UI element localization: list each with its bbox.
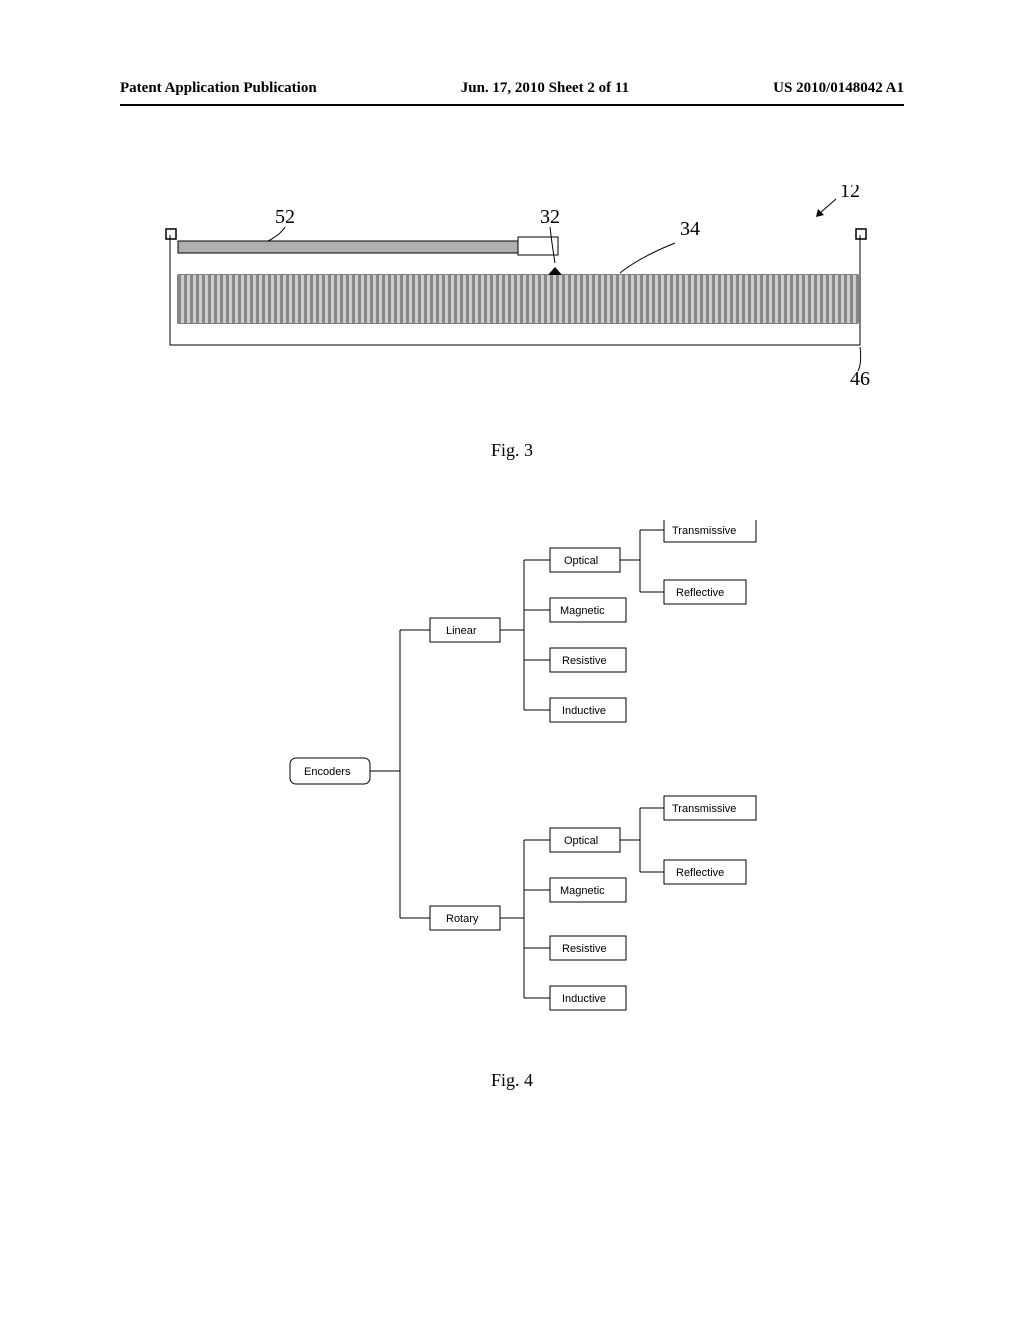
page-header: Patent Application Publication Jun. 17, … bbox=[120, 80, 904, 97]
header-left: Patent Application Publication bbox=[120, 80, 317, 97]
node-rotary-optical: Optical bbox=[564, 835, 598, 847]
ref-34: 34 bbox=[680, 218, 700, 240]
node-linear: Linear bbox=[446, 625, 477, 637]
node-rotary-inductive: Inductive bbox=[562, 993, 606, 1005]
figure-3-caption: Fig. 3 bbox=[0, 440, 1024, 461]
node-linear-inductive: Inductive bbox=[562, 705, 606, 717]
ref-12: 12 bbox=[840, 185, 860, 202]
header-rule bbox=[120, 104, 904, 106]
figure-3: 52 32 34 12 46 bbox=[160, 185, 880, 395]
node-rotary-magnetic: Magnetic bbox=[560, 885, 605, 897]
ref-52: 52 bbox=[275, 206, 295, 228]
node-rotary-reflective: Reflective bbox=[676, 867, 724, 879]
ref-46: 46 bbox=[850, 368, 870, 390]
node-rotary-transmissive: Transmissive bbox=[672, 803, 736, 815]
node-linear-transmissive: Transmissive bbox=[672, 525, 736, 537]
node-linear-optical: Optical bbox=[564, 555, 598, 567]
node-encoders: Encoders bbox=[304, 766, 351, 778]
header-right: US 2010/0148042 A1 bbox=[773, 80, 904, 97]
figure-4-caption: Fig. 4 bbox=[0, 1070, 1024, 1091]
ref-32: 32 bbox=[540, 206, 560, 228]
node-linear-resistive: Resistive bbox=[562, 655, 607, 667]
node-linear-reflective: Reflective bbox=[676, 587, 724, 599]
node-rotary-resistive: Resistive bbox=[562, 943, 607, 955]
node-rotary: Rotary bbox=[446, 913, 479, 925]
node-linear-magnetic: Magnetic bbox=[560, 605, 605, 617]
header-center: Jun. 17, 2010 Sheet 2 of 11 bbox=[461, 80, 629, 97]
figure-4: Encoders Linear Rotary Optical Transmiss… bbox=[260, 520, 820, 1020]
